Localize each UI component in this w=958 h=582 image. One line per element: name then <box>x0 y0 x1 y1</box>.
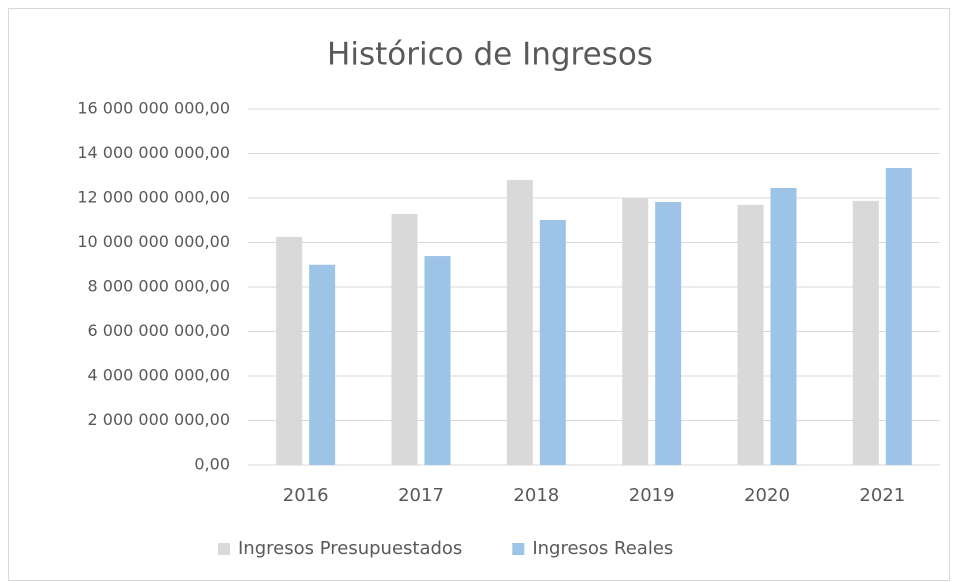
x-tick-label: 2017 <box>398 485 444 506</box>
legend-swatch <box>218 543 230 555</box>
bar <box>506 179 533 466</box>
bar <box>852 200 879 465</box>
y-tick-label: 4 000 000 000,00 <box>88 366 231 385</box>
x-tick-label: 2018 <box>513 485 559 506</box>
bar <box>276 236 303 465</box>
bar <box>391 214 418 465</box>
bar <box>622 198 649 465</box>
bar <box>770 187 797 466</box>
y-tick-label: 16 000 000 000,00 <box>77 99 230 118</box>
y-tick-label: 12 000 000 000,00 <box>77 188 230 207</box>
chart-title: Histórico de Ingresos <box>327 37 653 73</box>
y-tick-label: 14 000 000 000,00 <box>77 143 230 162</box>
legend-swatch <box>512 543 525 555</box>
bar <box>539 220 566 465</box>
x-tick-label: 2021 <box>859 485 905 506</box>
x-tick-label: 2020 <box>744 485 790 506</box>
bar <box>737 204 764 465</box>
x-tick-label: 2016 <box>283 485 329 506</box>
bar <box>655 202 682 465</box>
legend-label: Ingresos Reales <box>532 538 673 559</box>
x-tick-label: 2019 <box>629 485 675 506</box>
y-tick-label: 10 000 000 000,00 <box>77 232 230 251</box>
y-tick-label: 8 000 000 000,00 <box>88 277 231 296</box>
legend-label: Ingresos Presupuestados <box>238 538 462 559</box>
y-tick-label: 2 000 000 000,00 <box>88 410 231 429</box>
bar <box>424 256 451 465</box>
bar <box>885 167 912 465</box>
bar <box>309 264 336 465</box>
y-tick-label: 6 000 000 000,00 <box>88 321 231 340</box>
y-tick-label: 0,00 <box>194 455 230 474</box>
